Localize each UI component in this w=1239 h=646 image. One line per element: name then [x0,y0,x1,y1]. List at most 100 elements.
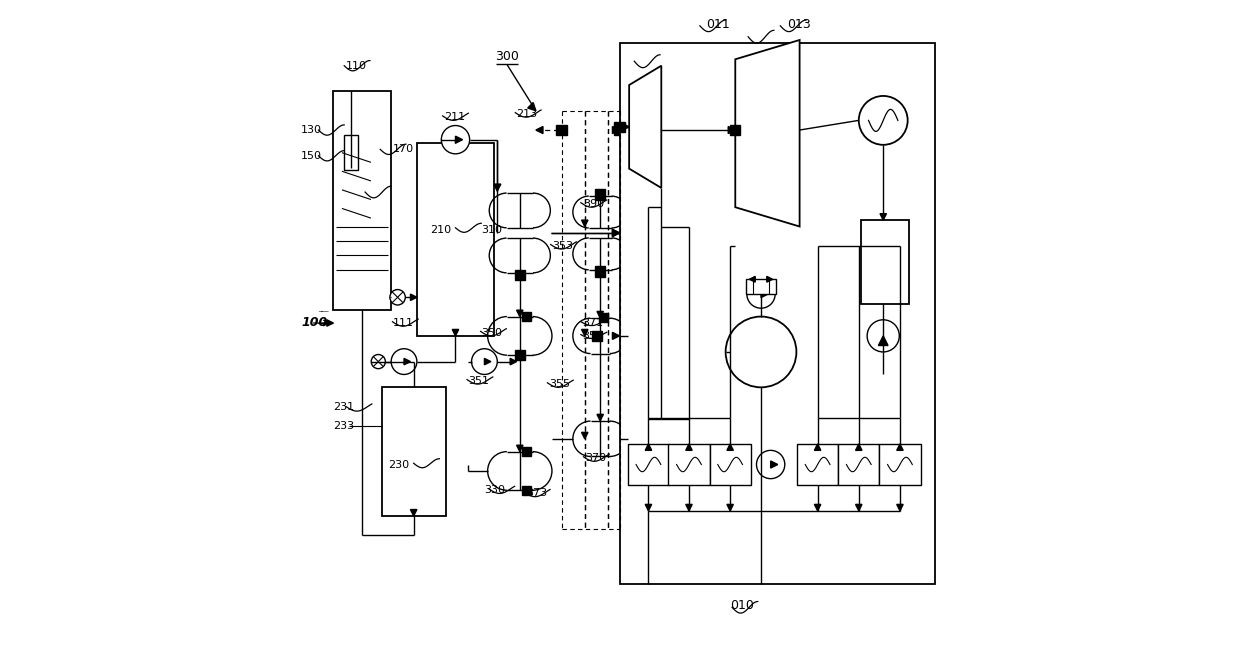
Text: 213: 213 [517,109,538,119]
Polygon shape [517,310,523,317]
Bar [589,196,612,228]
Bar [522,447,530,456]
Polygon shape [528,103,536,110]
Polygon shape [404,359,410,365]
Polygon shape [646,444,652,450]
Bar [797,444,839,485]
Bar [514,350,525,360]
Text: 351: 351 [468,376,489,386]
Bar [710,444,751,485]
Text: 357: 357 [582,331,603,341]
Polygon shape [685,444,693,450]
Polygon shape [510,359,517,365]
Text: 111: 111 [393,318,414,328]
Polygon shape [452,329,458,336]
Bar [556,125,566,135]
Polygon shape [597,311,603,318]
Polygon shape [612,127,620,134]
Polygon shape [727,505,733,511]
Bar [620,43,934,583]
Polygon shape [629,66,662,188]
Polygon shape [761,291,768,298]
Polygon shape [581,329,589,336]
Circle shape [859,96,908,145]
Polygon shape [410,510,416,516]
Bar [668,444,710,485]
Bar [507,452,533,490]
Bar [615,121,624,132]
Bar [507,193,533,228]
Text: 300: 300 [496,50,519,63]
Text: 370: 370 [585,453,607,463]
Text: 355: 355 [549,379,570,389]
Text: ___: ___ [318,306,330,312]
Polygon shape [494,184,501,191]
Polygon shape [612,229,620,236]
Polygon shape [410,294,416,300]
Text: 170: 170 [393,144,414,154]
Polygon shape [750,276,756,282]
Polygon shape [880,214,886,220]
Circle shape [747,280,776,308]
Circle shape [472,349,497,375]
Bar [839,444,880,485]
Polygon shape [814,505,820,511]
Circle shape [392,349,416,375]
Polygon shape [612,332,620,339]
Polygon shape [581,432,589,439]
Polygon shape [327,320,333,326]
Bar [333,92,392,310]
Polygon shape [456,136,462,143]
Polygon shape [814,444,820,450]
Bar [595,266,606,276]
Bar [522,486,530,495]
Bar [514,269,525,280]
Bar [416,143,494,336]
Text: 100: 100 [301,317,327,329]
Bar [522,312,530,321]
Text: 011: 011 [706,18,730,32]
Bar [730,125,741,135]
Bar [592,331,602,341]
Text: 013: 013 [787,18,810,32]
Bar [343,135,358,170]
Polygon shape [517,445,523,452]
Bar [507,317,533,355]
Polygon shape [612,229,620,236]
Bar [589,238,612,270]
Polygon shape [536,127,543,134]
Circle shape [726,317,797,388]
Circle shape [372,355,385,369]
Bar [591,421,610,457]
Bar [880,444,921,485]
Text: 010: 010 [730,599,753,612]
Circle shape [441,125,470,154]
Polygon shape [735,40,799,227]
Bar [598,313,608,322]
Text: 231: 231 [333,402,354,412]
Text: 211: 211 [445,112,466,122]
Text: 350: 350 [481,328,502,338]
Text: 210: 210 [430,225,451,234]
Text: 150: 150 [301,151,322,161]
Polygon shape [729,127,735,134]
Polygon shape [856,505,862,511]
Polygon shape [856,444,862,450]
Polygon shape [646,505,652,511]
Circle shape [757,450,784,479]
Text: 233: 233 [333,421,354,431]
Polygon shape [622,123,629,130]
Circle shape [390,289,405,305]
Polygon shape [597,414,603,421]
Text: 130: 130 [301,125,322,135]
Bar [382,388,446,516]
Polygon shape [727,444,733,450]
Polygon shape [878,336,888,346]
Bar [595,189,606,200]
Text: 371: 371 [582,318,603,328]
Bar [591,318,610,353]
Text: 230: 230 [388,459,409,470]
Polygon shape [767,276,773,282]
Bar [507,238,533,273]
Text: 373: 373 [527,488,548,499]
